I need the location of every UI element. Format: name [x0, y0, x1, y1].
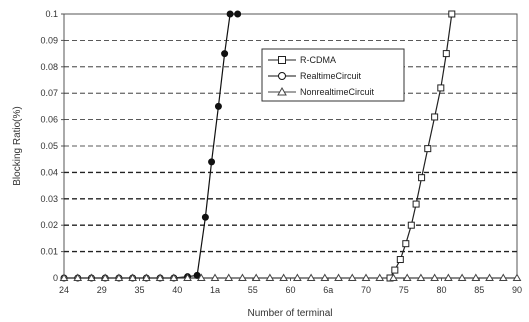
- data-point-r-cdma-8: [431, 113, 439, 121]
- y-tick-label-9: 0.09: [40, 35, 58, 45]
- legend-item-realtime-circuit: RealtimeCircuit: [268, 71, 362, 81]
- y-tick-label-8: 0.08: [40, 62, 58, 72]
- legend-item-r-cdma: R-CDMA: [268, 55, 336, 65]
- x-tick-label-2: 35: [134, 285, 144, 295]
- data-point-nonrealtimecircuit-15: [265, 273, 275, 281]
- data-point-r-cdma-6: [418, 174, 426, 182]
- data-point-nonrealtimecircuit-9: [183, 273, 192, 281]
- data-point-r-cdma-9: [437, 84, 445, 92]
- series-markers: [59, 10, 522, 282]
- y-tick-label-10: 0.1: [45, 9, 58, 19]
- data-point-r-cdma-3: [402, 240, 410, 248]
- data-point-nonrealtimecircuit-19: [320, 273, 330, 281]
- data-point-nonrealtimecircuit-23: [375, 273, 385, 281]
- data-point-nonrealtimecircuit-10: [196, 273, 206, 281]
- data-point-realtimecircuit-12: [208, 158, 216, 166]
- data-point-nonrealtimecircuit-0: [59, 273, 69, 281]
- y-tick-label-3: 0.03: [40, 194, 58, 204]
- data-point-r-cdma-5: [412, 200, 420, 208]
- x-tick-label-6: 60: [285, 285, 295, 295]
- data-point-r-cdma-10: [442, 50, 450, 58]
- y-tick-labels: 0 0.01 0.02 0.03 0.04 0.05 0.06 0.07 0.08 0.09 0.1: [40, 9, 64, 283]
- data-point-r-cdma-4: [407, 221, 415, 229]
- data-point-r-cdma-11: [448, 10, 456, 18]
- data-point-nonrealtimecircuit-2: [87, 273, 96, 281]
- data-point-nonrealtimecircuit-4: [114, 273, 124, 281]
- x-tick-label-0: 24: [59, 285, 69, 295]
- x-tick-label-1: 29: [97, 285, 107, 295]
- x-tick-labels: 24 29 35 40 1a 55 60 6a 70 75 80 85 90: [59, 278, 522, 295]
- data-point-nonrealtimecircuit-29: [457, 273, 467, 281]
- data-point-nonrealtimecircuit-12: [224, 273, 234, 281]
- data-point-nonrealtimecircuit-27: [430, 273, 440, 281]
- data-point-realtimecircuit-13: [214, 102, 222, 110]
- y-axis-title: Blocking Ratio(%): [12, 106, 23, 185]
- data-point-nonrealtimecircuit-22: [361, 273, 371, 281]
- data-point-nonrealtimecircuit-17: [292, 273, 302, 281]
- data-point-realtimecircuit-11: [201, 213, 209, 221]
- legend-label-realtime-circuit: RealtimeCircuit: [300, 71, 362, 81]
- data-point-nonrealtimecircuit-26: [416, 273, 426, 281]
- legend-square-marker-icon: [278, 56, 286, 64]
- legend-label-nonrealtime-circuit: NonrealtimeCircuit: [300, 87, 375, 97]
- data-point-nonrealtimecircuit-33: [512, 273, 522, 281]
- x-tick-label-9: 75: [399, 285, 409, 295]
- y-tick-label-4: 0.04: [40, 167, 58, 177]
- data-point-nonrealtimecircuit-30: [471, 273, 481, 281]
- x-tick-label-10: 80: [436, 285, 446, 295]
- data-point-nonrealtimecircuit-11: [210, 273, 220, 281]
- x-tick-label-4: 1a: [210, 285, 220, 295]
- data-point-nonrealtimecircuit-5: [128, 273, 138, 281]
- data-point-realtimecircuit-16: [234, 10, 242, 18]
- data-point-realtimecircuit-15: [226, 10, 234, 18]
- x-tick-label-12: 90: [512, 285, 522, 295]
- data-point-r-cdma-7: [424, 145, 432, 153]
- data-point-nonrealtimecircuit-14: [251, 273, 261, 281]
- y-tick-label-2: 0.02: [40, 220, 58, 230]
- data-point-nonrealtimecircuit-8: [169, 273, 179, 281]
- data-point-nonrealtimecircuit-20: [334, 273, 343, 281]
- data-point-nonrealtimecircuit-32: [498, 273, 508, 281]
- data-point-nonrealtimecircuit-1: [73, 273, 83, 281]
- x-axis-title: Number of terminal: [247, 308, 332, 319]
- data-point-nonrealtimecircuit-18: [306, 273, 316, 281]
- data-point-realtimecircuit-14: [221, 50, 229, 58]
- y-tick-label-6: 0.06: [40, 115, 58, 125]
- data-point-r-cdma-1: [391, 266, 399, 274]
- data-point-nonrealtimecircuit-7: [155, 273, 165, 281]
- legend-item-nonrealtime-circuit: NonrealtimeCircuit: [268, 86, 375, 97]
- legend-circle-marker-icon: [278, 72, 286, 80]
- data-point-nonrealtimecircuit-21: [347, 273, 357, 281]
- data-point-nonrealtimecircuit-13: [238, 273, 247, 281]
- legend-label-r-cdma: R-CDMA: [300, 55, 336, 65]
- data-point-nonrealtimecircuit-25: [402, 273, 412, 281]
- x-tick-label-8: 70: [361, 285, 371, 295]
- data-point-nonrealtimecircuit-6: [141, 273, 151, 281]
- x-tick-label-11: 85: [474, 285, 484, 295]
- y-tick-label-7: 0.07: [40, 88, 58, 98]
- data-point-nonrealtimecircuit-16: [279, 273, 289, 281]
- data-point-nonrealtimecircuit-3: [100, 273, 110, 281]
- data-point-nonrealtimecircuit-31: [485, 273, 494, 281]
- data-point-r-cdma-2: [396, 256, 404, 264]
- x-tick-label-3: 40: [172, 285, 182, 295]
- legend: R-CDMA RealtimeCircuit NonrealtimeCircui…: [261, 48, 405, 102]
- legend-triangle-marker-icon: [277, 86, 287, 96]
- x-tick-label-7: 6a: [323, 285, 333, 295]
- data-point-nonrealtimecircuit-24: [389, 273, 398, 281]
- x-tick-label-5: 55: [248, 285, 258, 295]
- data-point-realtimecircuit-10: [193, 271, 201, 279]
- data-point-nonrealtimecircuit-28: [443, 273, 453, 281]
- gridlines: [64, 40, 517, 253]
- y-tick-label-0: 0: [53, 273, 58, 283]
- y-tick-label-5: 0.05: [40, 141, 58, 151]
- y-tick-label-1: 0.01: [40, 247, 58, 257]
